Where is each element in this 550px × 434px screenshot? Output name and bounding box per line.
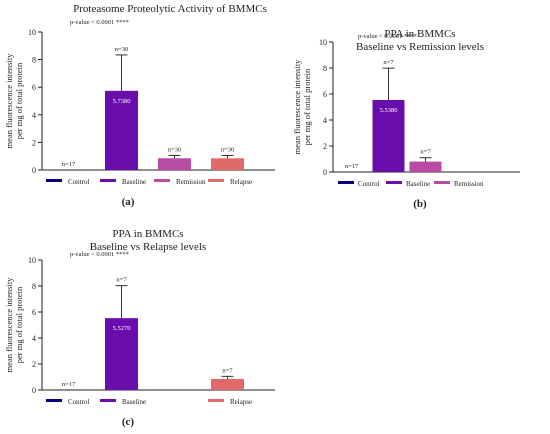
chart3-ytick-label: 8 <box>32 282 36 291</box>
chart3-pvalue: p-value < 0.0001 **** <box>70 251 129 258</box>
chart1-count-2: n=30 <box>168 147 181 154</box>
chart3-ytick-label: 6 <box>32 308 36 317</box>
chart2-legend-label-2: Remission <box>454 180 484 188</box>
chart3-legend-label-0: Control <box>68 398 89 406</box>
chart2-legend-swatch-1 <box>386 181 402 184</box>
chart1-legend-swatch-0 <box>46 179 62 182</box>
chart2-count-1: n=7 <box>383 59 394 66</box>
chart2-ytick-label: 4 <box>323 116 327 125</box>
chart3-bar-3 <box>211 378 244 390</box>
chart3-bar-1 <box>105 318 138 390</box>
chart1-ytick-label: 4 <box>32 111 36 120</box>
chart2-ytick-label: 2 <box>323 142 327 151</box>
chart1-bar-1 <box>105 90 138 170</box>
chart1-count-3: n=30 <box>221 147 234 154</box>
chart3-legend-swatch-3 <box>208 399 224 402</box>
chart3-ytick-label: 10 <box>28 256 36 265</box>
chart2-ylabel-line: per mg of total protein <box>302 68 312 145</box>
chart1-ytick-label: 0 <box>32 166 36 175</box>
chart1-title: Proteasome Proteolytic Activity of BMMCs <box>73 3 267 15</box>
chart1-ytick-label: 8 <box>32 56 36 65</box>
chart3-legend-swatch-1 <box>100 399 116 402</box>
chart3-ytick-label: 2 <box>32 360 36 369</box>
chart2-ylabel-line: mean fluorescence intensity <box>292 59 302 155</box>
chart1-ytick-label: 6 <box>32 83 36 92</box>
chart2-title: PPA in BMMCs <box>384 28 455 40</box>
chart1-legend-swatch-1 <box>100 179 116 182</box>
chart1-legend-label-1: Baseline <box>122 178 146 186</box>
chart1-count-1: n=30 <box>115 46 128 53</box>
chart3-ylabel-line: mean fluorescence intensity <box>4 277 14 373</box>
chart3-title: PPA in BMMCs <box>112 228 183 240</box>
chart1-ytick-label: 10 <box>28 28 36 37</box>
chart3-count-3: n=7 <box>222 367 233 374</box>
chart3-subtitle: Baseline vs Relapse levels <box>90 241 206 253</box>
chart2-pvalue: p-value < 0.0001 **** <box>358 33 417 40</box>
chart1-ylabel-line: per mg of total protein <box>14 62 24 139</box>
chart1-pvalue: p-value < 0.0001 **** <box>70 19 129 26</box>
chart3-count-0: n=17 <box>62 381 76 388</box>
chart2-legend-label-0: Control <box>358 180 379 188</box>
chart2-panel-label: (b) <box>413 198 427 210</box>
chart2-bar-1 <box>372 100 405 172</box>
chart2-ytick-label: 8 <box>323 64 327 73</box>
chart3-legend-label-3: Relapse <box>230 398 252 406</box>
chart1-legend-swatch-3 <box>208 179 224 182</box>
chart2-legend-swatch-0 <box>338 181 354 184</box>
chart1-bar-2 <box>158 158 191 170</box>
chart1-legend-label-2: Remission <box>176 178 206 186</box>
chart1-bar-3 <box>211 158 244 170</box>
chart1-legend-swatch-2 <box>154 179 170 182</box>
chart2-count-0: n=17 <box>345 163 359 170</box>
chart3-ytick-label: 4 <box>32 334 36 343</box>
chart1-legend-label-3: Relapse <box>230 178 252 186</box>
chart2-ytick-label: 10 <box>319 38 327 47</box>
chart1-value-label-1: 5.7380 <box>113 98 131 105</box>
chart1-ylabel-line: mean fluorescence intensity <box>4 53 14 149</box>
chart2-value-label-1: 5.5380 <box>380 107 398 114</box>
chart3-legend-label-1: Baseline <box>122 398 146 406</box>
chart3-ylabel-line: per mg of total protein <box>14 286 24 363</box>
chart1-ytick-label: 2 <box>32 138 36 147</box>
chart2-legend-swatch-2 <box>434 181 450 184</box>
chart3-count-1: n=7 <box>116 277 127 284</box>
chart3-ytick-label: 0 <box>32 386 36 395</box>
chart1-panel-label: (a) <box>122 196 135 208</box>
chart1-legend-label-0: Control <box>68 178 89 186</box>
chart2-ytick-label: 0 <box>323 168 327 177</box>
chart3-legend-swatch-0 <box>46 399 62 402</box>
chart2-subtitle: Baseline vs Remission levels <box>356 41 484 53</box>
chart2-count-2: n=7 <box>420 149 431 156</box>
chart3-panel-label: (c) <box>122 416 135 428</box>
chart2-legend-label-1: Baseline <box>406 180 430 188</box>
chart2-ytick-label: 6 <box>323 90 327 99</box>
chart1-count-0: n=17 <box>62 161 76 168</box>
chart2-bar-2 <box>409 161 442 172</box>
chart3-value-label-1: 5.5270 <box>113 325 131 332</box>
